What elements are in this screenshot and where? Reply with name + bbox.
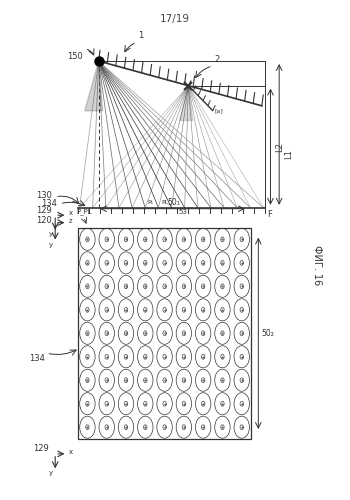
Text: 130: 130 xyxy=(36,191,52,200)
Text: x: x xyxy=(68,449,72,455)
Text: P_PL: P_PL xyxy=(76,208,92,215)
Text: x: x xyxy=(68,210,72,216)
Text: z: z xyxy=(68,218,72,224)
Text: 129: 129 xyxy=(36,206,52,214)
Text: 50₂: 50₂ xyxy=(261,329,274,338)
Text: y: y xyxy=(49,242,53,248)
Text: 17/19: 17/19 xyxy=(160,14,190,24)
Text: ФИГ. 16: ФИГ. 16 xyxy=(312,245,322,285)
Text: 120: 120 xyxy=(36,216,52,224)
Text: F: F xyxy=(267,210,272,219)
Text: L1: L1 xyxy=(285,150,293,159)
Text: PL: PL xyxy=(161,200,168,205)
Text: [a]: [a] xyxy=(215,108,223,113)
Text: 53: 53 xyxy=(178,208,187,214)
Text: L2: L2 xyxy=(275,142,284,152)
Text: 50₁: 50₁ xyxy=(168,198,181,207)
Text: 2: 2 xyxy=(215,55,220,64)
Text: 129: 129 xyxy=(33,444,48,454)
Text: P₁: P₁ xyxy=(148,200,154,205)
Bar xyxy=(78,228,251,439)
Text: 1: 1 xyxy=(139,31,144,40)
Text: y: y xyxy=(49,231,53,237)
Text: 134: 134 xyxy=(29,354,45,362)
Text: 134: 134 xyxy=(41,200,57,208)
Text: 150: 150 xyxy=(67,52,83,60)
Polygon shape xyxy=(180,86,193,120)
Polygon shape xyxy=(85,61,103,111)
Text: y: y xyxy=(49,470,53,476)
